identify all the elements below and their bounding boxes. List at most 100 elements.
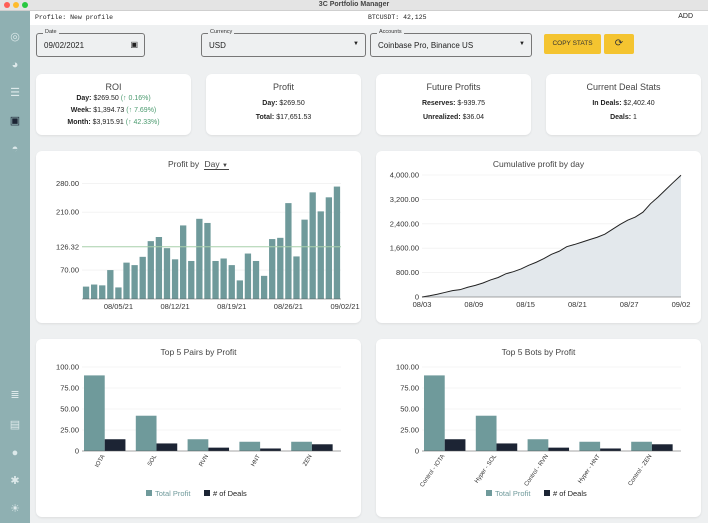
deals-count-bar xyxy=(260,448,281,451)
profit-bar xyxy=(204,222,211,299)
deals-count-bar xyxy=(208,447,230,451)
accounts-select[interactable]: Accounts Coinbase Pro, Binance US ▼ xyxy=(370,29,532,57)
unrealized-label: Unrealized: xyxy=(422,114,461,121)
user-icon[interactable]: ● xyxy=(11,447,19,459)
legend-swatch xyxy=(204,490,210,496)
x-tick-label: 08/27 xyxy=(620,300,639,309)
minimize-window-button[interactable] xyxy=(13,2,19,8)
top-pairs-chart: 0 25.00 50.00 75.00 100.00 IOTA SOL RVN HNT ZEN To… xyxy=(56,363,341,498)
legend-label: Total Profit xyxy=(155,489,191,498)
period-select[interactable]: Day ▼ xyxy=(203,159,229,170)
profit-by-day-card: Profit by Day ▼ 70.00 126.32 210.00 280.00 0… xyxy=(36,151,361,323)
close-window-button[interactable] xyxy=(4,2,10,8)
y-tick-label: 4,000.00 xyxy=(390,171,419,180)
future-profits-title: Future Profits xyxy=(426,82,481,92)
roi-day-pct: (↑ 0.16%) xyxy=(120,95,151,102)
date-field[interactable]: Date 09/02/2021 ▣ xyxy=(36,29,145,57)
top-bots-chart: 0 25.00 50.00 75.00 100.00 Control - IOTA Hype… xyxy=(396,363,681,498)
profit-bar xyxy=(325,197,333,299)
cumulative-chart-title: Cumulative profit by day xyxy=(492,159,585,169)
cumulative-profit-card: Cumulative profit by day 0 800.00 1,600.00… xyxy=(376,151,701,323)
refresh-icon: ⟳ xyxy=(614,38,624,49)
category-label: HNT xyxy=(250,454,262,468)
deals-count-bar xyxy=(444,439,466,451)
future-profits-card: Future Profits Reserves: $-939.75 Unreal… xyxy=(376,74,531,135)
y-tick-label: 25.00 xyxy=(60,426,79,435)
category-label: IOTA xyxy=(94,454,106,469)
profit-bar xyxy=(301,219,308,299)
x-tick-label: 08/09 xyxy=(464,300,483,309)
calendar-picker-icon[interactable]: ▣ xyxy=(130,40,138,49)
x-tick-label: 08/21 xyxy=(568,300,587,309)
roi-day-value: $269.50 xyxy=(93,95,119,102)
y-tick-label: 100.00 xyxy=(396,363,419,372)
x-tick-label: 08/12/21 xyxy=(160,302,189,311)
legend-swatch xyxy=(146,490,152,496)
list-settings-icon[interactable]: ☰ xyxy=(10,87,20,99)
date-value: 09/02/2021 xyxy=(44,41,85,50)
profit-bar xyxy=(171,259,179,299)
x-tick-label: 08/03 xyxy=(413,300,432,309)
profit-total-value: $17,651.53 xyxy=(276,114,312,121)
profit-bar xyxy=(139,256,146,299)
speedometer-icon[interactable]: ◓ xyxy=(11,143,19,155)
deals-count-bar xyxy=(496,443,518,451)
pie-chart-icon[interactable]: ◕ xyxy=(11,59,19,71)
y-tick-label: 75.00 xyxy=(60,384,79,393)
y-tick-label: 100.00 xyxy=(56,363,79,372)
y-tick-label: 0 xyxy=(75,447,79,456)
period-value: Day xyxy=(204,159,220,169)
copy-stats-button[interactable]: COPY STATS xyxy=(544,34,601,54)
book-icon[interactable]: ▤ xyxy=(9,419,21,431)
legend-label: # of Deals xyxy=(213,489,247,498)
total-profit-bar xyxy=(84,375,105,451)
deal-stats-card: Current Deal Stats In Deals: $2,402.40 D… xyxy=(546,74,701,135)
y-tick-label: 75.00 xyxy=(400,384,419,393)
category-label: Control - IOTA xyxy=(420,454,447,489)
y-tick-label: 25.00 xyxy=(400,426,419,435)
roi-month-label: Month: xyxy=(67,119,91,126)
zoom-window-button[interactable] xyxy=(22,2,28,8)
sun-icon[interactable]: ☀ xyxy=(10,503,20,515)
y-tick-label: 50.00 xyxy=(400,405,419,414)
deals-count-bar xyxy=(651,444,673,451)
total-profit-bar xyxy=(239,441,261,451)
chevron-down-icon: ▼ xyxy=(353,41,359,47)
top-bar: Profile: New profile BTCUSDT: 42,125 ADD xyxy=(30,11,708,25)
profit-bar xyxy=(333,186,341,299)
profit-bar xyxy=(155,237,163,299)
profit-bar xyxy=(252,260,260,299)
total-profit-bar xyxy=(291,441,312,451)
gear-icon[interactable]: ✱ xyxy=(10,475,20,487)
date-label: Date xyxy=(43,29,59,35)
profit-bar xyxy=(309,192,316,299)
add-button[interactable]: ADD xyxy=(678,13,693,20)
profit-day-label: Day: xyxy=(262,100,278,107)
sidebar: ◎ ◕ ☰ ▣ ◓ ≣ ▤ ● ✱ ☀ xyxy=(0,11,30,523)
deals-count-bar xyxy=(156,443,178,451)
roi-card: ROI Day: $269.50 (↑ 0.16%) Week: $1,394.… xyxy=(36,74,191,135)
profit-total-label: Total: xyxy=(255,114,275,121)
currency-select[interactable]: Currency USD ▼ xyxy=(201,29,366,57)
refresh-button[interactable]: ⟳ xyxy=(604,34,634,54)
dashboard-icon[interactable]: ◎ xyxy=(10,31,20,43)
y-tick-label: 50.00 xyxy=(60,405,79,414)
profit-bar xyxy=(163,248,171,299)
profit-bar xyxy=(220,258,227,299)
profit-by-title-prefix: Profit by xyxy=(167,159,200,169)
category-label: SOL xyxy=(147,453,159,467)
in-deals-label: In Deals: xyxy=(592,100,622,107)
top-pairs-title: Top 5 Pairs by Profit xyxy=(160,347,237,357)
legend-swatch xyxy=(544,490,550,496)
x-tick-label: 08/15 xyxy=(516,300,535,309)
deal-stats-title: Current Deal Stats xyxy=(586,82,661,92)
profit-bar xyxy=(285,203,292,299)
total-profit-bar xyxy=(475,415,497,451)
database-icon[interactable]: ≣ xyxy=(10,389,20,401)
accounts-value: Coinbase Pro, Binance US xyxy=(378,41,474,50)
calendar-icon[interactable]: ▣ xyxy=(9,115,21,127)
chevron-down-icon: ▼ xyxy=(519,41,525,47)
profit-bar xyxy=(180,225,187,299)
legend-label: # of Deals xyxy=(553,489,587,498)
profile-label: Profile: New profile xyxy=(35,14,114,21)
